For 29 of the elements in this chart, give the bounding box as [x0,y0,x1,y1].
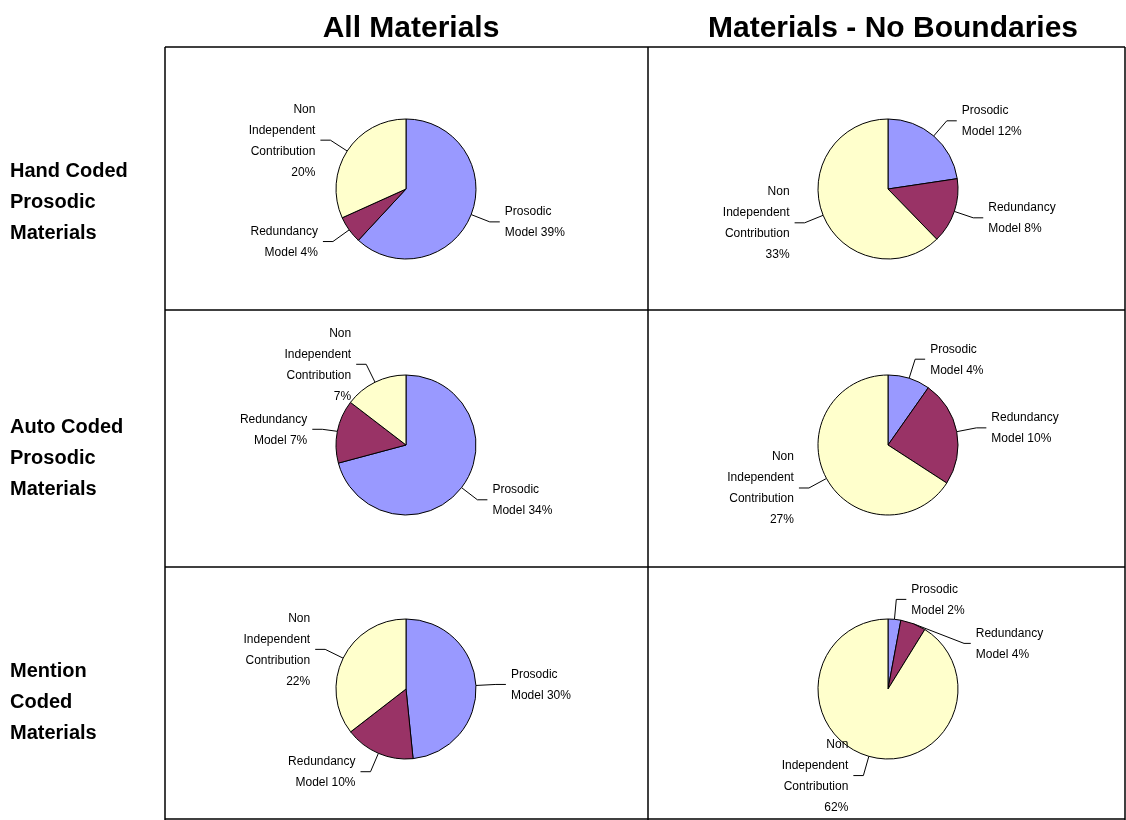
slice-label: Non Independent Contribution [243,610,311,667]
slice-label: Non Independent Contribution [727,449,795,506]
data-label: 27% [769,512,795,527]
data-label: 62% [824,800,849,815]
slice-label: Redundancy Model 10% [288,754,356,790]
slice-label: Redundancy Model 7% [239,411,308,447]
slice-label: Non Independent Contribution [722,184,791,241]
slice-label: Prosodic Model 34% [492,482,553,518]
slice-label: Prosodic Model 39% [504,204,566,240]
slice-label: Non Independent Contribution [248,101,317,158]
text: Mention Coded Materials [10,658,97,743]
slice-label: Redundancy Model 4% [975,625,1044,661]
data-label: 20% [291,164,316,179]
slice-label: Prosodic Model 12% [961,103,1023,139]
text: Auto Coded Prosodic Materials [10,414,129,499]
slice-label: Prosodic Model 4% [930,341,984,377]
chart-title: All Materials [322,9,500,43]
data-label: 7% [333,388,352,403]
slice-label: Redundancy Model 8% [988,200,1056,236]
slice-label: Non Independent Contribution [781,737,850,794]
text: Hand Coded Prosodic Materials [10,158,134,243]
data-label: 33% [765,247,790,262]
slice-label: Redundancy Model 4% [250,224,319,260]
data-label: 22% [286,673,311,688]
slice-label: Non Independent Contribution [284,325,352,382]
chart-title: Materials - No Boundaries [707,9,1079,43]
slice-label: Prosodic Model 30% [510,666,572,702]
slice-label: Prosodic Model 2% [911,581,965,617]
slice-label: Redundancy Model 10% [991,410,1059,446]
